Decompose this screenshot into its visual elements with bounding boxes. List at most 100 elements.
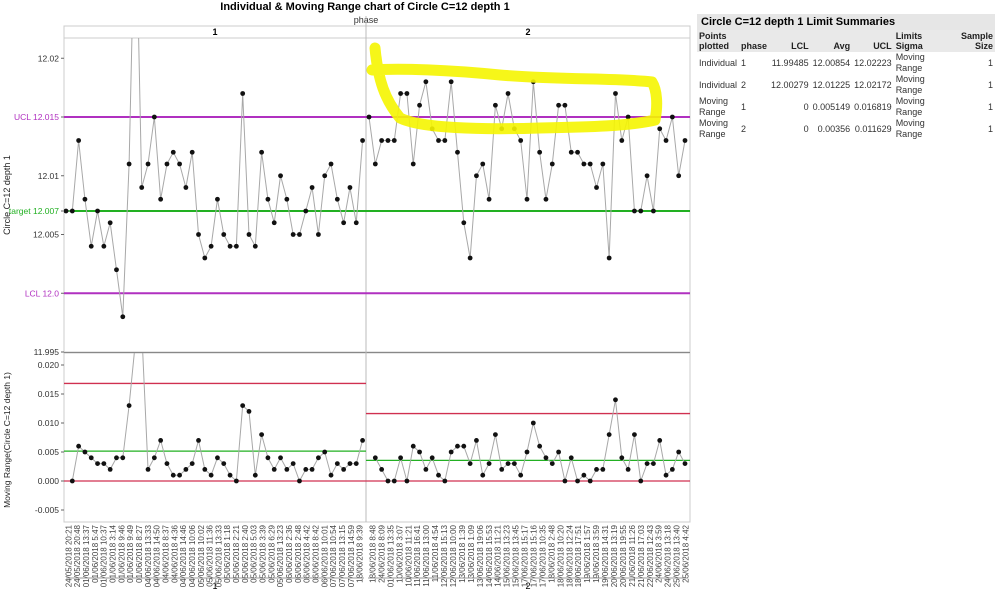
summary-cell: 11.99485 (771, 57, 809, 68)
x-tick-label: 04/06/2018 4:36 (170, 524, 179, 582)
summary-cell: 1 (741, 101, 747, 112)
mr-phase1-point (202, 467, 208, 472)
x-tick-label: 25/06/2018 13:40 (673, 524, 682, 587)
mr-phase1-point (177, 472, 182, 478)
mr-phase1-point (196, 438, 201, 443)
mr-phase1-point (221, 461, 227, 466)
mr-y-tick-label: 0.010 (38, 418, 60, 428)
mr-phase1-point (69, 478, 75, 484)
x-tick-label: 20/06/2018 19:55 (619, 524, 628, 587)
x-tick-label: 07/06/2018 13:15 (338, 524, 347, 587)
individual-phase1-point (114, 267, 119, 273)
mr-phase2-point (467, 461, 473, 466)
individual-phase1-point (208, 243, 214, 249)
x-tick-label: 07/06/2018 10:54 (329, 524, 338, 587)
x-tick-label: 05/06/2018 6:29 (267, 524, 276, 582)
mr-phase2-point (682, 461, 688, 466)
individual-phase2-line (368, 81, 686, 259)
summary-row: Individual 2 12.00279 12.01225 12.02172 Movin… (697, 74, 995, 96)
summary-cell: Individual (699, 79, 738, 90)
highlight-annotation (366, 42, 663, 135)
summary-cell: 0 (803, 123, 809, 134)
summary-cell: Moving Range (895, 96, 925, 117)
mr-phase1-point (101, 461, 107, 466)
mr-phase1-point (183, 467, 189, 472)
individual-phase2-point (625, 114, 631, 120)
summary-cell: 1 (987, 57, 993, 68)
x-tick-label: 20/06/2018 13:19 (610, 524, 619, 587)
individual-phase1-point (334, 196, 340, 202)
mr-phase2-point (530, 420, 536, 426)
mr-phase1-point (170, 472, 176, 478)
individual-phase1-point (151, 114, 157, 120)
mr-phase2-point (455, 443, 460, 449)
mr-y-tick-label: 0.005 (38, 447, 60, 457)
individual-phase2-point (385, 138, 391, 143)
summary-cell: Moving Range (895, 118, 925, 139)
mr-phase1-point (278, 455, 283, 461)
mr-phase1-point (114, 455, 119, 461)
individual-phase2-point (391, 138, 397, 143)
x-tick-label: 11/06/2018 16:41 (413, 524, 422, 586)
individual-phase1-point (189, 149, 195, 155)
mr-phase2-point (524, 449, 530, 455)
x-tick-label: 18/06/2018 17:51 (574, 524, 583, 587)
mr-phase1-point (227, 472, 233, 478)
mr-phase2-point (398, 455, 403, 461)
individual-phase2-point (549, 161, 555, 167)
x-tick-label: 22/06/2018 12:43 (646, 524, 655, 587)
x-tick-label: 01/06/2018 8:27 (135, 524, 144, 582)
individual-phase2-point (644, 173, 650, 179)
mr-phase1-point (82, 449, 88, 455)
summary-header-row: Points plotted phase LCL Avg UCL Limits … (697, 30, 995, 52)
mr-phase2-point (613, 397, 618, 403)
x-tick-label: 21/06/2018 17:03 (637, 524, 646, 587)
individual-phase1-point (328, 161, 334, 167)
mr-phase2-point (499, 467, 505, 472)
x-tick-label: 04/06/2018 14:46 (179, 524, 188, 587)
x-tick-label: 15/06/2018 13:23 (503, 524, 512, 587)
mr-phase1-point (334, 461, 340, 466)
x-tick-label: 01/06/2018 13:37 (82, 524, 91, 587)
col-avg: Avg (810, 30, 853, 52)
summary-cell: 12.02172 (854, 79, 892, 90)
mr-phase2-point (518, 472, 524, 478)
individual-phase2-point (663, 138, 669, 143)
individual-phase2-point (518, 138, 524, 143)
mr-phase1-point (246, 409, 252, 414)
mr-phase2-point (537, 443, 543, 449)
mr-phase2-point (448, 449, 454, 455)
x-tick-label: 11/06/2018 13:00 (422, 524, 431, 586)
mr-phase2-point (651, 461, 656, 466)
mr-phase2-point (625, 467, 631, 472)
mr-phase1-point (309, 467, 315, 472)
individual-phase1-point (120, 314, 126, 320)
individual-phase1-point (322, 173, 328, 179)
mr-phase1-point (133, 339, 138, 344)
individual-phase1-point (107, 220, 113, 226)
x-tick-label: 18/06/2018 2:48 (547, 524, 556, 582)
individual-phase2-point (676, 173, 682, 179)
mr-phase2-point (379, 467, 385, 472)
x-tick-label: 14/06/2018 11:21 (494, 524, 503, 586)
summary-row: Moving Range 2 0 0.00356 0.011629 Moving Rang… (697, 118, 995, 140)
individual-phase1-point (221, 232, 227, 237)
mr-phase2-point (493, 432, 498, 437)
x-tick-label: 05/06/2018 11:36 (206, 524, 215, 586)
individual-phase2-point (480, 161, 486, 167)
mr-phase2-point (511, 461, 517, 466)
individual-phase2-point (556, 102, 561, 108)
mr-phase1-point (107, 467, 113, 472)
phase-header-2: 2 (525, 27, 530, 37)
mr-phase2-point (429, 455, 435, 461)
mr-phase1-point (145, 467, 151, 472)
mr-phase1-point (265, 455, 271, 461)
individual-series (64, 38, 690, 320)
individual-phase2-point (505, 91, 511, 96)
mr-phase2-point (606, 432, 612, 437)
x-tick-label: 17/06/2018 15:16 (529, 524, 538, 587)
individual-phase1-point (164, 161, 170, 167)
mr-phase2-point (562, 478, 568, 484)
x-tick-label: 25/06/2018 4:42 (682, 524, 691, 582)
x-tick-label: 17/06/2018 15:17 (521, 524, 530, 587)
